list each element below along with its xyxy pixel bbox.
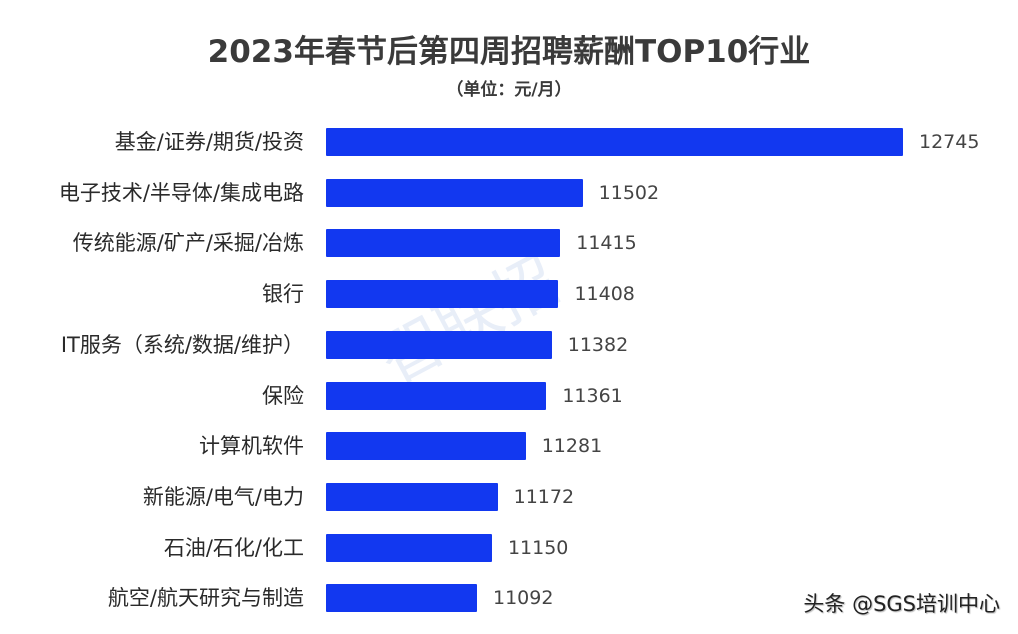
- bar-row: 航空/航天研究与制造 11092: [0, 583, 1018, 613]
- value-label: 11150: [507, 536, 569, 559]
- bar-row: IT服务（系统/数据/维护） 11382: [0, 330, 1018, 360]
- category-label: 计算机软件: [199, 434, 304, 459]
- bar: [326, 178, 583, 207]
- bar-row: 保险 11361: [0, 381, 1018, 411]
- value-label: 11092: [493, 587, 554, 610]
- bar-row: 石油/石化/化工 11150: [0, 533, 1018, 563]
- bar: [326, 280, 559, 309]
- category-label: 电子技术/半导体/集成电路: [58, 180, 304, 205]
- category-label: 石油/石化/化工: [163, 535, 304, 560]
- chart-subtitle: （单位：元/月）: [446, 80, 572, 100]
- value-label: 11382: [567, 333, 629, 356]
- bar: [326, 584, 477, 613]
- category-label: 传统能源/矿产/采掘/冶炼: [72, 231, 304, 256]
- chart-title: 2023年春节后第四周招聘薪酬TOP10行业: [207, 34, 811, 70]
- bar: [326, 432, 526, 461]
- bar: [326, 482, 498, 511]
- bar: [326, 381, 547, 410]
- bar-row: 银行 11408: [0, 279, 1018, 309]
- value-label: 11361: [562, 384, 623, 407]
- category-label: 保险: [262, 383, 304, 408]
- value-label: 11502: [598, 181, 660, 204]
- bar-row: 基金/证券/期货/投资 12745: [0, 127, 1018, 157]
- source-credit: 头条 @SGS培训中心: [803, 592, 1000, 616]
- value-label: 11172: [513, 485, 575, 508]
- bar-row: 新能源/电气/电力 11172: [0, 482, 1018, 512]
- category-label: 航空/航天研究与制造: [107, 586, 304, 611]
- bar: [326, 229, 561, 258]
- value-label: 11281: [541, 435, 603, 458]
- category-label: 新能源/电气/电力: [142, 484, 304, 509]
- bar: [326, 128, 903, 156]
- value-label: 12745: [919, 131, 980, 153]
- bar-row: 计算机软件 11281: [0, 431, 1018, 461]
- value-label: 11408: [574, 283, 635, 306]
- bar: [326, 533, 492, 562]
- category-label: IT服务（系统/数据/维护）: [60, 332, 304, 357]
- bar: [326, 330, 552, 359]
- category-label: 基金/证券/期货/投资: [114, 130, 304, 154]
- bar-row: 传统能源/矿产/采掘/冶炼 11415: [0, 228, 1018, 258]
- bar-row: 电子技术/半导体/集成电路 11502: [0, 178, 1018, 208]
- value-label: 11415: [576, 232, 637, 255]
- category-label: 银行: [262, 282, 304, 307]
